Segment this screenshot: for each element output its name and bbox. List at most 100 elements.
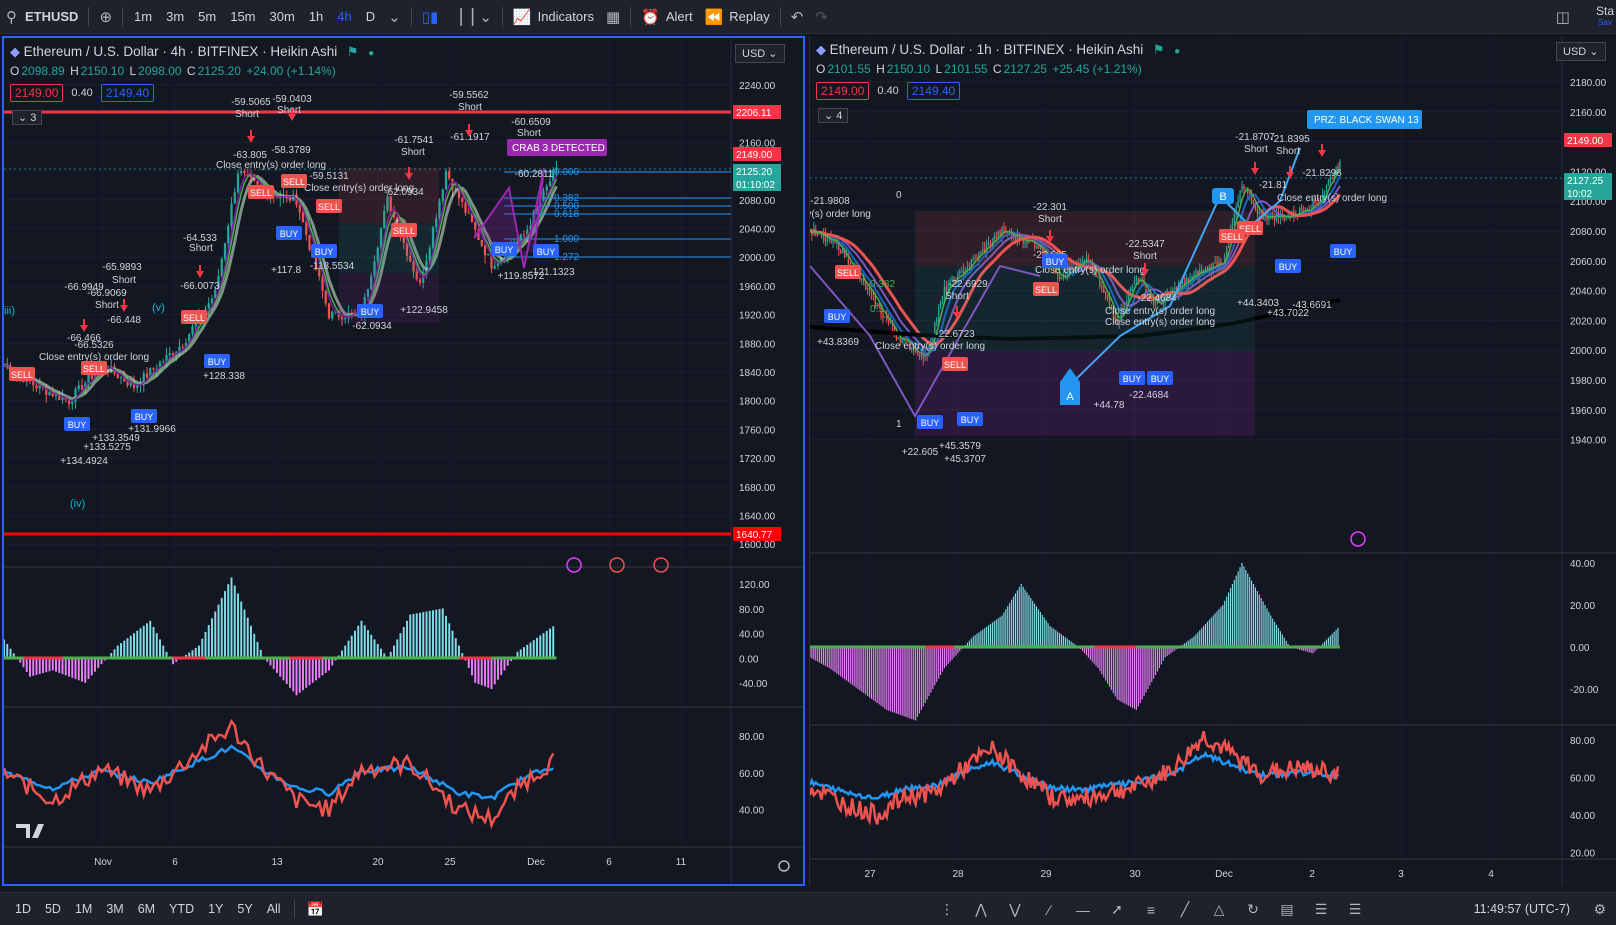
candle-type-button[interactable]: ▯▮ — [416, 0, 445, 34]
horizontal-line-icon[interactable]: — — [1076, 901, 1090, 918]
trendline-icon[interactable]: ∕ — [1047, 901, 1051, 918]
range-all[interactable]: All — [266, 902, 281, 916]
timeframe-5m[interactable]: 5m — [198, 9, 217, 24]
timeframe-30m[interactable]: 30m — [269, 9, 295, 24]
xabcd-pattern-icon[interactable]: ⋁ — [1009, 901, 1021, 917]
candle-body — [1235, 207, 1237, 214]
pattern-icon[interactable]: △ — [1213, 901, 1225, 917]
sell-price-button[interactable]: 2149.00 — [10, 84, 64, 102]
strategy-annotation: Close entry(s) order long — [1105, 317, 1215, 328]
range-6m[interactable]: 6M — [137, 902, 156, 916]
projection-icon[interactable]: ☰ — [1314, 901, 1328, 917]
spread-value: 0.40 — [71, 87, 93, 99]
timeframe-D[interactable]: D — [365, 9, 376, 24]
time-tick: 13 — [271, 857, 283, 868]
replay-button[interactable]: ⏪ Replay — [699, 0, 776, 34]
ray-icon[interactable]: ➚ — [1111, 901, 1123, 917]
candle-body — [1233, 213, 1235, 223]
currency-select[interactable]: USD ⌄ — [1556, 42, 1606, 61]
indicator-collapse-button[interactable]: ⌄ 4 — [818, 108, 849, 123]
candle-body — [1106, 294, 1109, 299]
candle-body — [1187, 278, 1189, 283]
range-1d[interactable]: 1D — [15, 902, 31, 916]
timeframe-1m[interactable]: 1m — [134, 9, 153, 24]
abcd-pattern-icon[interactable]: ⋀ — [975, 901, 987, 917]
candle-body — [970, 259, 972, 267]
indicator-collapse-button[interactable]: ⌄ 3 — [12, 110, 43, 125]
rsi-signal-line — [4, 744, 554, 801]
range-1y[interactable]: 1Y — [208, 902, 224, 916]
fib-icon[interactable]: ≡ — [1146, 901, 1156, 918]
fib-level-label: 1 — [896, 419, 902, 430]
short-arrow — [1046, 236, 1054, 243]
strategy-annotation: Short — [945, 291, 969, 302]
bid-ask-box: 2149.00 0.40 2149.40 — [10, 84, 155, 102]
timeframe-15m[interactable]: 15m — [230, 9, 256, 24]
pitchfork-icon[interactable]: ╱ — [1180, 901, 1190, 917]
range-3m[interactable]: 3M — [106, 902, 124, 916]
time-tick: 30 — [1129, 869, 1141, 880]
price-tick: 2100.00 — [1570, 197, 1607, 208]
timeframe-1h[interactable]: 1h — [308, 9, 324, 24]
timeframe-4h[interactable]: 4h — [337, 9, 352, 24]
layouts-button[interactable]: ▦ — [600, 0, 626, 34]
sell-signal-badge — [942, 357, 968, 371]
prz-badge-label: PRZ: BLACK SWAN 13 — [1314, 115, 1419, 126]
candle-body — [441, 189, 444, 201]
timeframe-3m[interactable]: 3m — [166, 9, 185, 24]
candle-body — [901, 339, 903, 343]
sell-price-button[interactable]: 2149.00 — [816, 82, 870, 100]
measure-icon[interactable]: ▤ — [1280, 901, 1294, 917]
calendar-icon[interactable]: 📅 — [306, 900, 325, 917]
strategy-annotation: -121.1323 — [529, 267, 574, 278]
indicators-button[interactable]: 📈 Indicators — [507, 0, 600, 34]
candle-body — [918, 355, 921, 358]
chart-1h-canvas[interactable]: 2180.002160.002140.002120.002100.002080.… — [810, 36, 1616, 886]
flag-icon[interactable]: ⚑ — [346, 44, 359, 59]
candle-body — [318, 269, 321, 277]
chart-panel-4h[interactable]: 2240.002200.002160.002120.002080.002040.… — [2, 36, 805, 886]
fullscreen-button[interactable]: ◫ — [1550, 0, 1576, 34]
chart-panel-1h[interactable]: 2180.002160.002140.002120.002100.002080.… — [809, 36, 1616, 886]
strategy-annotation: -65.9893 — [102, 262, 142, 273]
menu-icon[interactable]: ☰ — [1348, 901, 1362, 917]
candle-body — [1131, 284, 1134, 288]
price-tick: 2040.00 — [1570, 287, 1607, 298]
candle-body — [496, 261, 500, 266]
clock[interactable]: 11:49:57 (UTC-7) — [1473, 902, 1570, 916]
candle-body — [1237, 200, 1239, 208]
timeframe-dropdown[interactable]: ⌄ — [382, 0, 407, 34]
buy-price-button[interactable]: 2149.40 — [100, 84, 155, 102]
undo-button[interactable]: ↶ — [785, 0, 810, 34]
short-arrow — [196, 271, 204, 278]
price-tick: 1760.00 — [739, 425, 776, 436]
range-1m[interactable]: 1M — [74, 902, 93, 916]
alert-button[interactable]: ⏰ Alert — [635, 0, 698, 34]
save-area[interactable]: Sta Sav — [1590, 0, 1616, 34]
range-5y[interactable]: 5Y — [237, 902, 253, 916]
candle-body — [870, 291, 873, 293]
strategy-annotation: +133.3549 — [92, 433, 140, 444]
currency-select[interactable]: USD ⌄ — [735, 44, 785, 63]
candle-body — [1001, 227, 1003, 236]
cycle-icon[interactable]: ↻ — [1247, 901, 1259, 917]
candle-body — [1314, 199, 1316, 204]
candle-body — [77, 385, 80, 390]
bar-type-button[interactable]: ▕▕ ⌄ — [444, 0, 498, 34]
range-ytd[interactable]: YTD — [169, 902, 195, 916]
price-tick: 1940.00 — [1570, 436, 1607, 447]
strategy-annotation: -66.0073 — [180, 281, 220, 292]
short-arrow — [465, 130, 473, 137]
range-5d[interactable]: 5D — [44, 902, 61, 916]
candle-body — [519, 234, 522, 242]
candles-icon: ▯▮ — [421, 8, 439, 26]
redo-button[interactable]: ↷ — [809, 0, 834, 34]
flag-icon[interactable]: ⚑ — [1152, 42, 1165, 57]
chart-4h-canvas[interactable]: 2240.002200.002160.002120.002080.002040.… — [4, 38, 803, 884]
gear-icon[interactable]: ⚙ — [1593, 901, 1606, 917]
compare-button[interactable]: ⊕ — [93, 0, 118, 34]
buy-price-button[interactable]: 2149.40 — [906, 82, 961, 100]
symbol-search[interactable]: ⚲ ETHUSD — [0, 0, 84, 34]
tradingview-logo-icon — [16, 824, 44, 838]
candle-body — [386, 196, 389, 211]
